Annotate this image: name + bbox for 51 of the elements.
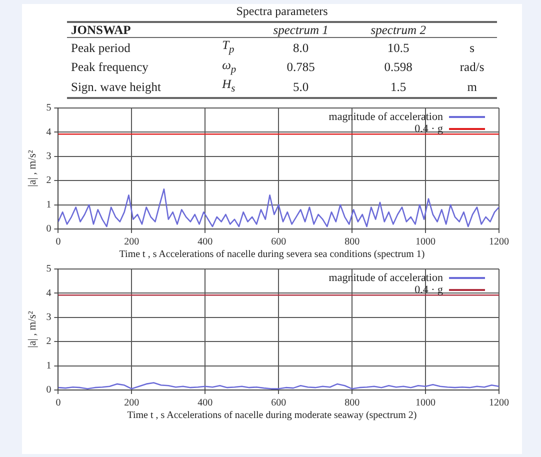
x-tick-label: 1000 [416,236,436,248]
text: m [466,78,478,96]
y-tick-label: 0 [46,384,52,396]
x-tick-label: 600 [271,236,286,248]
y-tick-label: 1 [46,198,52,210]
y-tick-label: 1 [46,360,52,371]
text: Peak frequency [70,59,150,76]
text: 8.0 [292,40,310,57]
y-tick-label: 2 [46,336,52,347]
x-tick-label: 600 [271,397,286,408]
x-tick-label: 200 [124,236,140,248]
x-axis-title: Time t , s [119,248,158,260]
text: 5.0 [292,78,310,96]
text: 0.598 [383,59,414,76]
x-tick-label: 400 [198,397,213,408]
text: rad/s [458,59,486,76]
x-tick-label: 200 [124,397,140,408]
text: H$_{s}$ [221,77,236,96]
y-tick-label: 0 [46,223,52,234]
y-tick-label: 4 [46,126,52,138]
y-tick-label: 2 [46,174,52,186]
x-tick-label: 1200 [489,397,509,408]
text: T$_{p}$ [221,38,236,58]
text: 10.5 [386,40,410,57]
text: Spectra parameters [235,4,329,19]
y-tick-label: 5 [46,263,52,274]
y-tick-label: 5 [46,102,52,114]
y-tick-label: 3 [46,312,52,323]
text: 1.5 [390,78,408,96]
x-tick-label: 1200 [489,236,509,248]
x-tick-label: 1000 [416,397,436,408]
x-tick-label: 800 [344,236,360,248]
x-axis-title: Time t , s [127,410,166,420]
text: JONSWAP [67,22,218,38]
x-tick-label: 800 [344,397,360,408]
x-tick-label: 400 [198,236,213,248]
text: spectrum 1 [252,22,350,38]
y-tick-label: 4 [46,287,52,298]
text: spectrum 2 [350,22,448,38]
x-tick-label: 0 [56,397,61,408]
text: Accelerations of nacelle during moderate seaway (spectrum 2) [166,410,417,420]
y-axis-title: |a| , m/s² [26,148,38,186]
y-tick-label: 3 [46,150,52,162]
y-axis-title: |a| , m/s² [26,310,38,348]
x-tick-label: 0 [56,236,61,248]
text: Sign. wave height [70,78,162,96]
text: ω$_{p}$ [221,58,238,77]
text: 0.785 [286,59,316,76]
text: Accelerations of nacelle during severa sea conditions (spectrum 1) [158,248,425,260]
text: s [468,40,476,57]
text: Peak period [70,40,132,57]
